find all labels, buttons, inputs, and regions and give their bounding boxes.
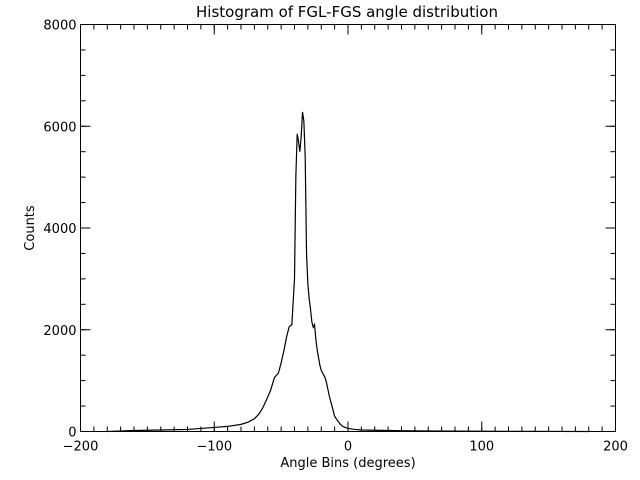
y-tick-label: 8000 <box>43 19 76 34</box>
series-line-counts <box>107 111 589 433</box>
x-tick-label: 0 <box>344 440 352 455</box>
chart-title: Histogram of FGL-FGS angle distribution <box>196 3 498 21</box>
x-axis-title: Angle Bins (degrees) <box>280 456 415 471</box>
x-tick-labels: −200 −100 0 100 200 <box>63 440 628 455</box>
x-tick-label: −100 <box>196 440 232 455</box>
x-tick-label: −200 <box>63 440 99 455</box>
minor-ticks <box>80 24 616 432</box>
major-ticks <box>80 24 616 432</box>
plot-frame <box>80 24 616 432</box>
y-tick-label: 4000 <box>43 222 76 237</box>
x-tick-label: 200 <box>603 440 628 455</box>
y-tick-label: 6000 <box>43 120 76 135</box>
x-tick-label: 100 <box>469 440 494 455</box>
y-axis-title: Counts <box>23 205 38 251</box>
y-tick-label: 0 <box>68 426 76 441</box>
y-tick-label: 2000 <box>43 324 76 339</box>
y-tick-labels: 0 2000 4000 6000 8000 <box>43 19 76 441</box>
